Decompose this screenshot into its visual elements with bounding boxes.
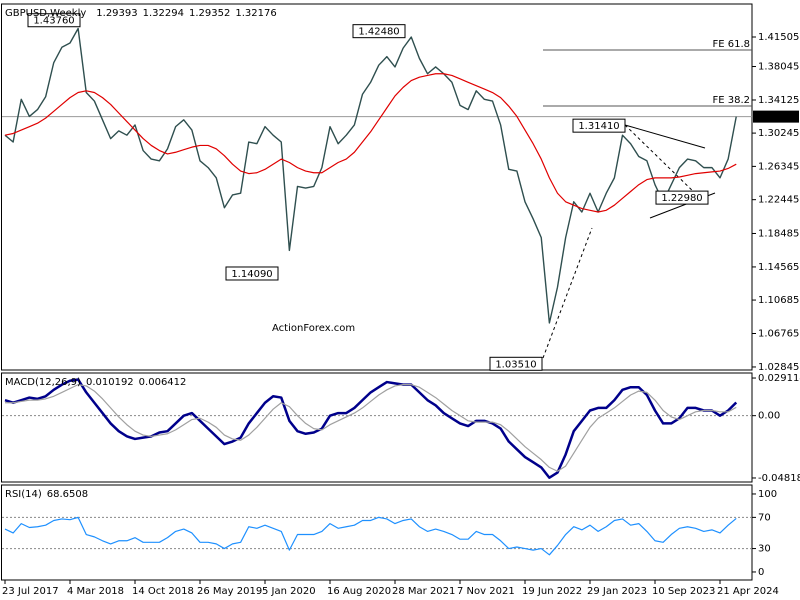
- header-value: 1.29393: [96, 8, 137, 19]
- series-line: [4, 516, 737, 556]
- x-tick-label: 29 Jan 2023: [587, 586, 647, 597]
- y-tick-label: 0: [758, 567, 764, 578]
- y-tick-label: 1.18485: [758, 228, 799, 239]
- panel-header: RSI(14) 68.6508: [5, 489, 88, 500]
- x-tick-label: 21 Apr 2024: [717, 586, 779, 597]
- series-line: [4, 27, 737, 324]
- y-tick-label: 1.38045: [758, 62, 799, 73]
- price-label: 1.32176: [756, 112, 797, 123]
- y-tick-label: 1.30245: [758, 128, 799, 139]
- x-tick-label: 14 Oct 2018: [132, 586, 194, 597]
- y-tick-label: 0.00: [758, 411, 780, 422]
- y-tick-label: 1.22445: [758, 195, 799, 206]
- annotation-box: [572, 118, 626, 133]
- y-tick-label: 1.14565: [758, 262, 799, 273]
- y-tick-label: 30: [758, 544, 771, 555]
- x-tick-label: 10 Sep 2023: [652, 586, 715, 597]
- fibonacci-label: FE 61.8: [712, 39, 750, 50]
- header-value: 1.32176: [235, 8, 276, 19]
- header-value: 0.010192: [86, 377, 134, 388]
- x-tick-label: 5 Jan 2020: [262, 586, 316, 597]
- annotation-label: 1.14090: [231, 269, 272, 280]
- panel-border: [1, 484, 753, 581]
- y-tick-label: 1.10685: [758, 295, 799, 306]
- header-value: 68.6508: [47, 489, 88, 500]
- y-tick-label: 1.41505: [758, 32, 799, 43]
- watermark: ActionForex.com: [272, 323, 355, 334]
- annotation-label: 1.42480: [358, 27, 399, 38]
- panel-title: MACD(12,26,9): [5, 377, 81, 388]
- annotation-box: [27, 13, 81, 28]
- y-tick-label: 1.06765: [758, 329, 799, 340]
- annotation-label: 1.03510: [495, 359, 536, 370]
- y-tick-label: 0.029114: [758, 373, 800, 384]
- panel-border: [1, 3, 753, 371]
- price-label-box: [753, 110, 799, 123]
- y-tick-label: 70: [758, 512, 771, 523]
- x-tick-label: 26 May 2019: [197, 586, 262, 597]
- header-value: 1.29352: [189, 8, 230, 19]
- panel-title: GBPUSD,Weekly: [5, 8, 86, 19]
- x-tick-label: 28 Mar 2021: [392, 586, 455, 597]
- annotation-box: [225, 266, 279, 281]
- y-tick-label: -0.048189: [758, 473, 800, 484]
- annotation-box: [655, 190, 709, 205]
- y-tick-label: 1.02845: [758, 362, 799, 373]
- trendline: [542, 227, 593, 359]
- annotation-label: 1.31410: [578, 121, 619, 132]
- annotation-box: [489, 356, 543, 371]
- panel-header: MACD(12,26,9) 0.010192 0.006412: [5, 377, 186, 388]
- x-tick-label: 4 Mar 2018: [67, 586, 124, 597]
- y-tick-label: 1.34125: [758, 95, 799, 106]
- panel-header: GBPUSD,Weekly 1.29393 1.32294 1.29352 1.3217…: [5, 8, 277, 19]
- header-value: 1.32294: [143, 8, 184, 19]
- x-tick-label: 19 Jun 2022: [522, 586, 582, 597]
- fibonacci-label: FE 38.2: [712, 95, 750, 106]
- x-tick-label: 16 Aug 2020: [327, 586, 391, 597]
- header-value: 0.006412: [139, 377, 187, 388]
- x-tick-label: 23 Jul 2017: [2, 586, 59, 597]
- y-tick-label: 1.26345: [758, 161, 799, 172]
- panel-border: [1, 372, 753, 483]
- annotation-label: 1.43760: [33, 16, 74, 27]
- series-line: [5, 384, 737, 472]
- y-tick-label: 100: [758, 489, 777, 500]
- series-line: [4, 73, 737, 213]
- x-tick-label: 7 Nov 2021: [457, 586, 515, 597]
- annotation-label: 1.22980: [661, 193, 702, 204]
- series-line: [4, 378, 738, 479]
- annotation-box: [352, 24, 406, 39]
- trendline: [624, 124, 706, 149]
- panel-title: RSI(14): [5, 489, 42, 500]
